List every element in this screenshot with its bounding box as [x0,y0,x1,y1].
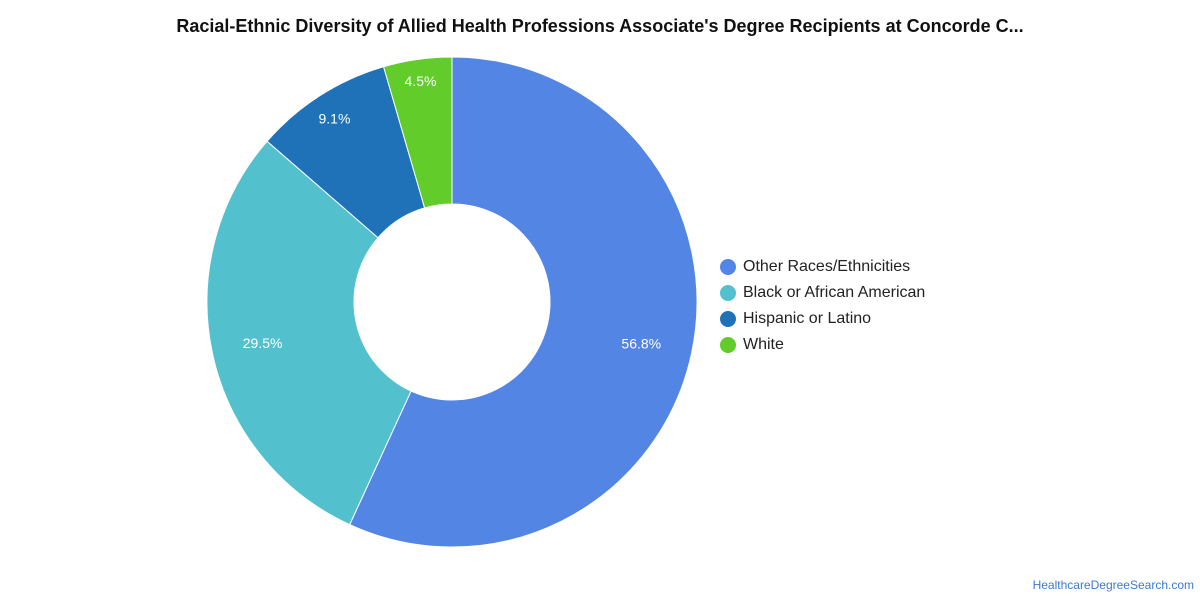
slice-white[interactable] [382,56,453,209]
data-label: 4.5% [405,73,437,89]
slice-other-races-ethnicities[interactable] [349,56,698,548]
legend-swatch [720,311,736,327]
data-label: 9.1% [318,110,350,126]
slice-black-or-african-american[interactable] [206,140,412,526]
data-labels: 56.8% 29.5% 9.1% 4.5% [243,73,661,351]
legend-item[interactable]: Other Races/Ethnicities [720,254,925,280]
chart-title: Racial-Ethnic Diversity of Allied Health… [176,16,1024,36]
legend-swatch [720,285,736,301]
donut-slices [206,56,698,548]
legend-label: White [743,336,784,353]
legend-item[interactable]: Hispanic or Latino [720,306,925,332]
legend-label: Other Races/Ethnicities [743,258,911,275]
chart-legend: Other Races/Ethnicities Black or African … [720,254,925,358]
legend-item[interactable]: White [720,332,925,358]
legend-swatch [720,337,736,353]
legend-label: Black or African American [743,284,926,301]
legend-item[interactable]: Black or African American [720,280,925,306]
data-label: 29.5% [243,335,283,351]
source-credit[interactable]: HealthcareDegreeSearch.com [1032,578,1194,592]
legend-label: Hispanic or Latino [743,310,872,327]
data-label: 56.8% [621,335,661,351]
legend-swatch [720,259,736,275]
